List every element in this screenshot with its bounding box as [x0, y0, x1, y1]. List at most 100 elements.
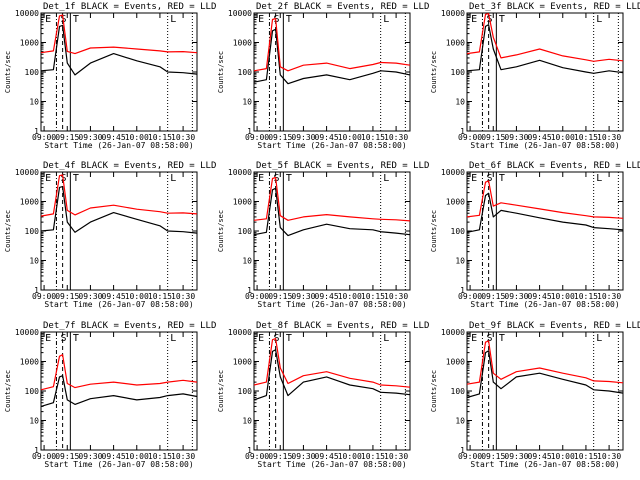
- detector-panel: Det_7f BLACK = Events, RED = LLD 1 10 100 10…: [4, 321, 216, 469]
- y-tick-label: 1: [34, 286, 39, 295]
- y-tick-label: 1000: [233, 198, 252, 207]
- interval-label: S: [487, 333, 493, 344]
- y-tick-label: 1000: [446, 358, 465, 367]
- lld-series-line: [466, 180, 624, 219]
- lld-series-line: [253, 176, 411, 222]
- x-axis-title: Start Time (26-Jan-07 08:58:00): [44, 300, 193, 309]
- y-tick-label: 100: [451, 68, 466, 77]
- x-axis-title: Start Time (26-Jan-07 08:58:00): [257, 460, 406, 469]
- interval-label: E: [471, 173, 477, 184]
- interval-label: T: [499, 333, 505, 344]
- interval-label: L: [596, 173, 602, 184]
- interval-label: E: [45, 14, 51, 25]
- detector-panel: Det_6f BLACK = Events, RED = LLD 1 10 100 10…: [430, 161, 640, 309]
- interval-label: L: [383, 333, 389, 344]
- events-series-line: [40, 186, 198, 234]
- x-tick-label: 09:45: [315, 452, 339, 461]
- x-tick-label: 10:15: [574, 452, 598, 461]
- y-tick-label: 10: [455, 257, 465, 266]
- x-tick-label: 09:45: [528, 133, 552, 142]
- detector-panel: Det_3f BLACK = Events, RED = LLD 1 10 100 10…: [430, 2, 640, 150]
- lld-series-line: [40, 14, 198, 55]
- x-tick-label: 10:00: [551, 133, 575, 142]
- x-tick-label: 10:15: [361, 133, 385, 142]
- detector-panel: Det_5f BLACK = Events, RED = LLD 1 10 100 10…: [217, 161, 429, 309]
- x-axis-title: Start Time (26-Jan-07 08:58:00): [44, 141, 193, 150]
- interval-label: S: [274, 173, 280, 184]
- x-tick-label: 09:30: [504, 452, 528, 461]
- interval-label: T: [73, 173, 79, 184]
- x-tick-label: 09:00: [32, 452, 56, 461]
- y-axis-title: Counts/sec: [4, 51, 12, 93]
- lld-series-line: [253, 337, 411, 388]
- x-tick-label: 09:45: [528, 292, 552, 301]
- x-tick-label: 10:30: [384, 133, 408, 142]
- x-tick-label: 09:30: [78, 133, 102, 142]
- detector-panel: Det_4f BLACK = Events, RED = LLD 1 10 100 10…: [4, 161, 216, 309]
- interval-label: S: [487, 173, 493, 184]
- x-tick-label: 10:15: [574, 133, 598, 142]
- x-tick-label: 09:00: [32, 292, 56, 301]
- events-series-line: [40, 24, 198, 76]
- x-tick-label: 10:00: [551, 292, 575, 301]
- y-tick-label: 10: [242, 417, 252, 426]
- x-tick-label: 10:00: [125, 452, 149, 461]
- x-tick-label: 09:15: [481, 292, 505, 301]
- x-tick-label: 10:00: [551, 452, 575, 461]
- y-tick-label: 1: [34, 127, 39, 136]
- y-tick-label: 100: [238, 68, 253, 77]
- y-tick-label: 10000: [15, 9, 39, 18]
- y-tick-label: 10000: [228, 9, 252, 18]
- y-tick-label: 1: [460, 446, 465, 455]
- detector-panel: Det_9f BLACK = Events, RED = LLD 1 10 100 10…: [430, 321, 640, 469]
- plot-frame: [253, 12, 411, 132]
- interval-label: T: [499, 14, 505, 25]
- x-tick-label: 09:30: [78, 452, 102, 461]
- interval-label: T: [286, 333, 292, 344]
- y-tick-label: 1000: [446, 198, 465, 207]
- y-axis-title: Counts/sec: [4, 370, 12, 412]
- x-tick-label: 09:30: [78, 292, 102, 301]
- x-tick-label: 09:30: [291, 133, 315, 142]
- y-tick-label: 100: [25, 68, 40, 77]
- interval-label: E: [258, 14, 264, 25]
- panel-title: Det_3f BLACK = Events, RED = LLD: [469, 2, 640, 12]
- events-series-line: [253, 349, 411, 401]
- x-tick-label: 09:30: [504, 292, 528, 301]
- panel-title: Det_2f BLACK = Events, RED = LLD: [256, 2, 429, 12]
- x-tick-label: 09:00: [458, 452, 482, 461]
- x-tick-label: 09:45: [102, 133, 126, 142]
- x-axis-title: Start Time (26-Jan-07 08:58:00): [470, 141, 619, 150]
- x-tick-label: 10:15: [361, 452, 385, 461]
- y-tick-label: 10: [242, 257, 252, 266]
- y-tick-label: 10000: [441, 328, 465, 337]
- y-axis-title: Counts/sec: [217, 210, 225, 252]
- x-tick-label: 10:30: [171, 292, 195, 301]
- lld-series-line: [40, 174, 198, 217]
- y-axis-title: Counts/sec: [430, 370, 438, 412]
- x-tick-label: 09:15: [55, 452, 79, 461]
- x-tick-label: 10:30: [171, 452, 195, 461]
- interval-label: L: [170, 333, 176, 344]
- interval-label: L: [170, 173, 176, 184]
- interval-label: S: [61, 333, 67, 344]
- x-tick-label: 10:30: [597, 133, 621, 142]
- x-tick-label: 09:15: [268, 133, 292, 142]
- x-tick-label: 10:00: [338, 452, 362, 461]
- x-axis-title: Start Time (26-Jan-07 08:58:00): [470, 460, 619, 469]
- x-tick-label: 09:15: [268, 292, 292, 301]
- x-tick-label: 09:00: [245, 133, 269, 142]
- detector-panel: Det_2f BLACK = Events, RED = LLD 1 10 100 10…: [217, 2, 429, 150]
- plot-frame: [40, 331, 198, 451]
- detector-panel: Det_8f BLACK = Events, RED = LLD 1 10 100 10…: [217, 321, 429, 469]
- panel-title: Det_4f BLACK = Events, RED = LLD: [43, 161, 216, 171]
- events-series-line: [253, 187, 411, 237]
- x-tick-label: 10:30: [597, 292, 621, 301]
- x-axis-title: Start Time (26-Jan-07 08:58:00): [470, 300, 619, 309]
- y-tick-label: 1: [34, 446, 39, 455]
- x-tick-label: 10:30: [384, 292, 408, 301]
- x-axis-title: Start Time (26-Jan-07 08:58:00): [257, 300, 406, 309]
- y-tick-label: 1: [460, 286, 465, 295]
- y-tick-label: 1000: [20, 198, 39, 207]
